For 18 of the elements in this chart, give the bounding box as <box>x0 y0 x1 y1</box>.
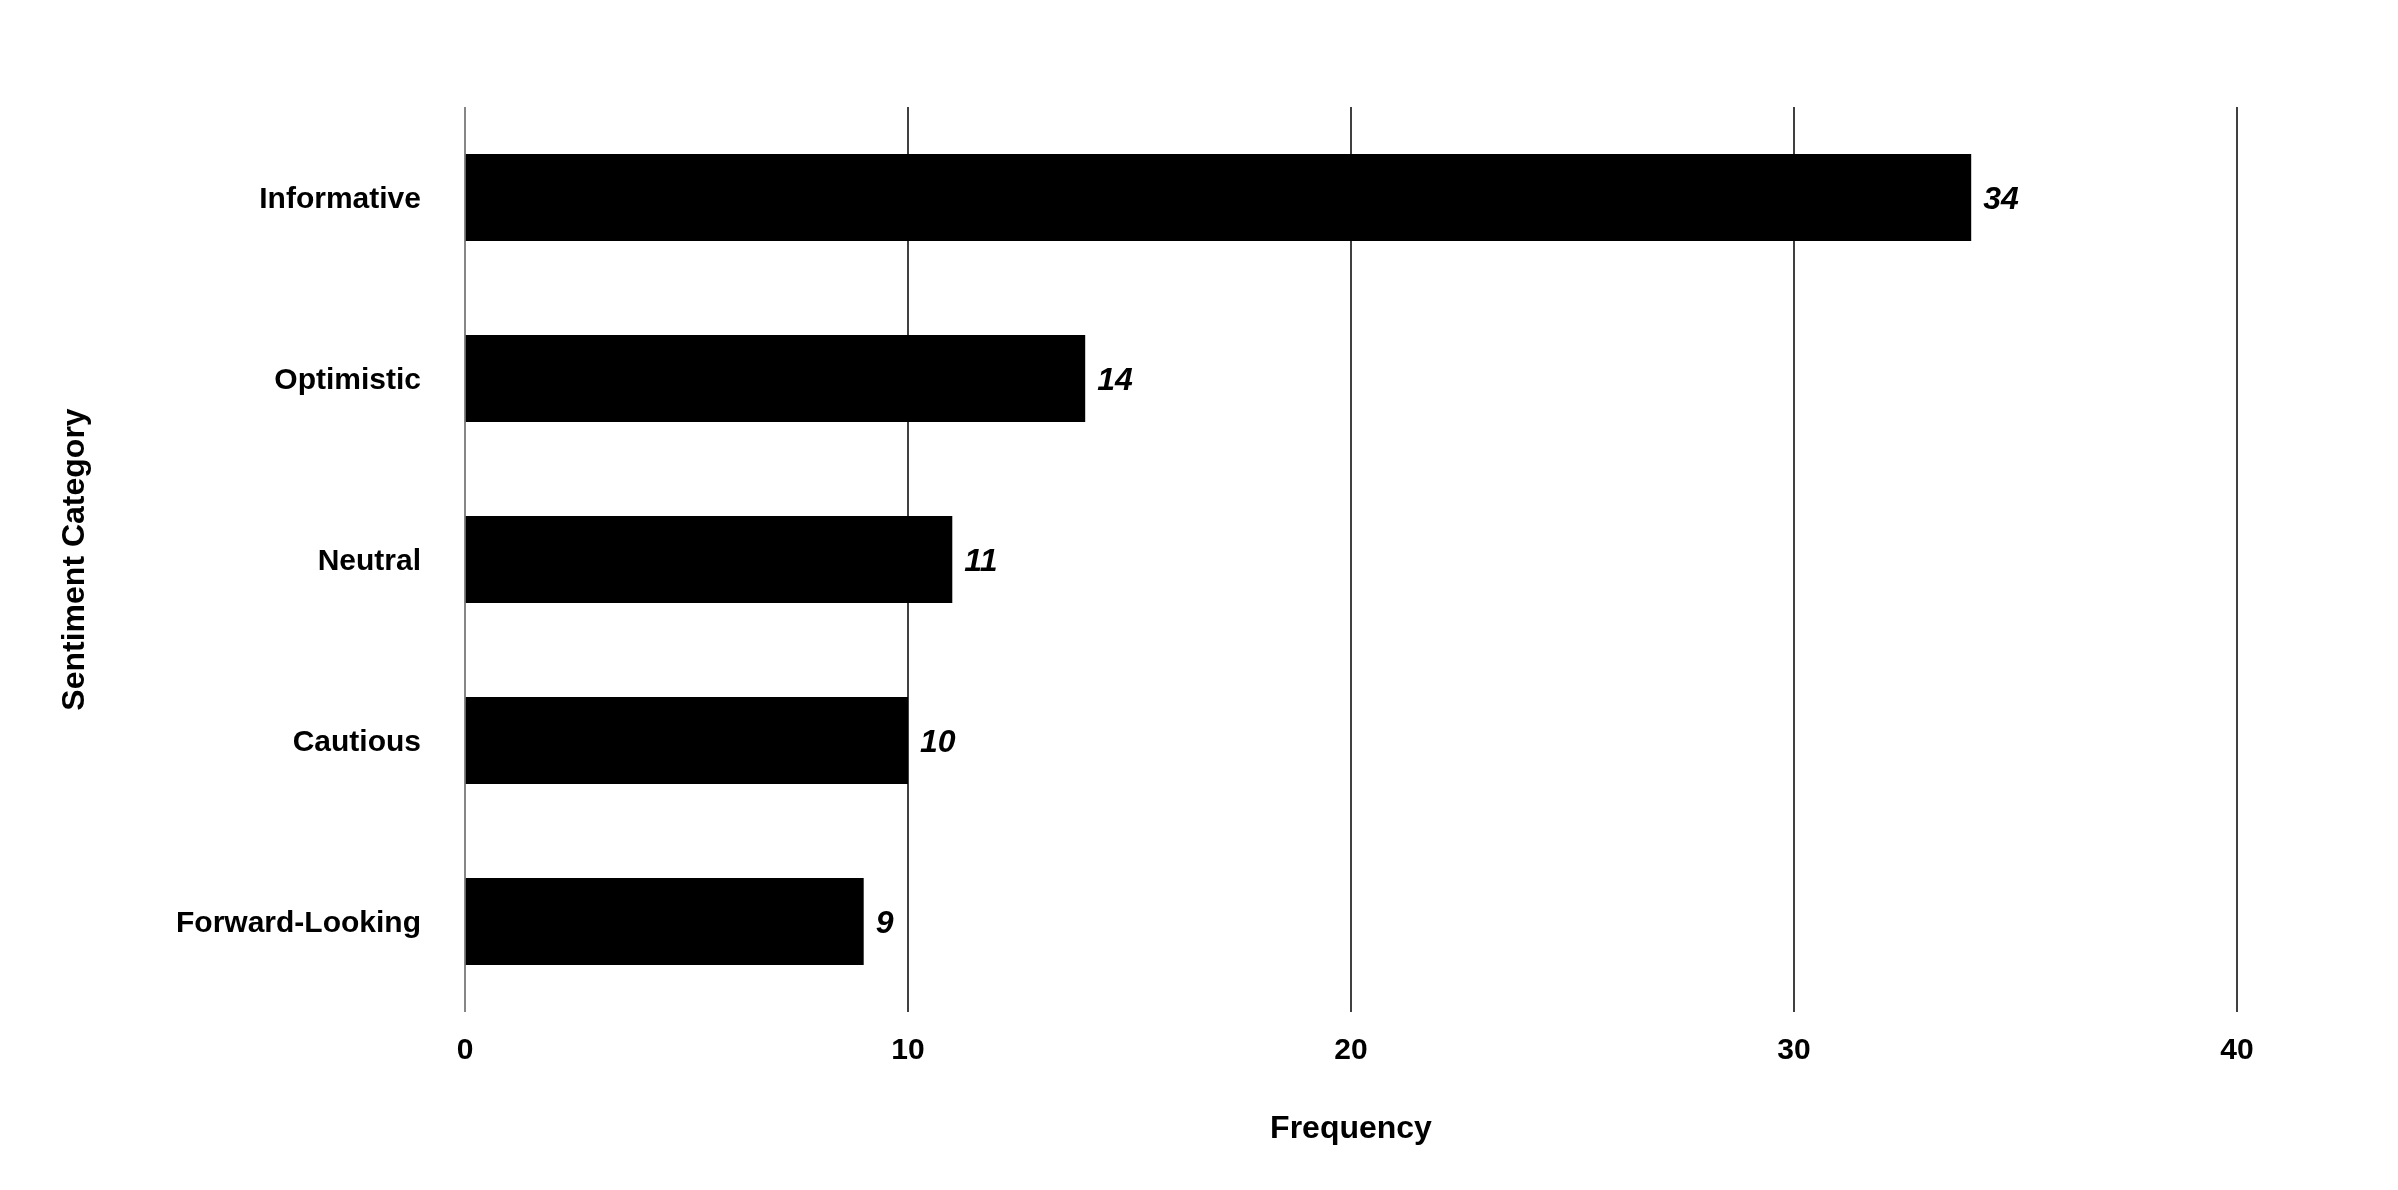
data-label: 11 <box>964 541 998 578</box>
x-tick-label: 40 <box>2220 1032 2254 1066</box>
y-tick-label: Informative <box>259 181 421 215</box>
y-axis-title: Sentiment Category <box>55 408 92 711</box>
data-label: 34 <box>1983 179 2019 216</box>
data-label: 14 <box>1097 360 1133 397</box>
data-label: 10 <box>920 722 956 759</box>
x-tick-label: 0 <box>456 1032 474 1066</box>
y-tick-label: Cautious <box>292 724 421 758</box>
bar <box>465 878 864 966</box>
y-tick-label: Neutral <box>317 543 421 577</box>
y-tick-label: Forward-Looking <box>176 905 421 939</box>
x-tick-label: 30 <box>1777 1032 1811 1066</box>
x-tick-label: 20 <box>1334 1032 1368 1066</box>
x-tick-label: 10 <box>891 1032 925 1066</box>
x-axis-title: Frequency <box>1270 1109 1433 1145</box>
data-label: 9 <box>875 903 894 940</box>
y-tick-label: Optimistic <box>274 362 421 396</box>
